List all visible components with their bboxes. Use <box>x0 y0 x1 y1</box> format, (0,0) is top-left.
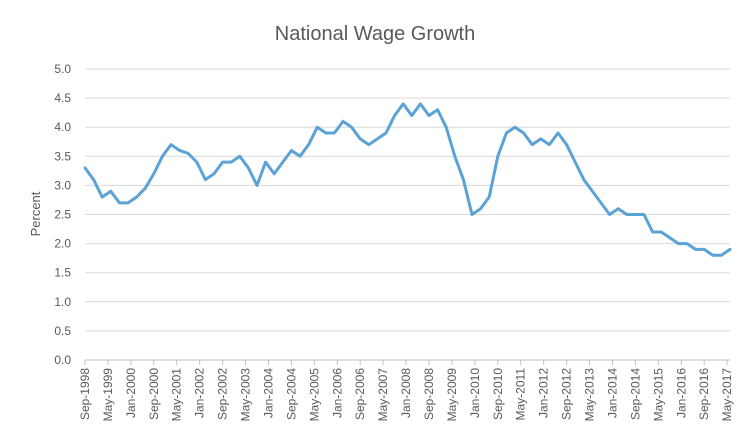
x-tick-label: Sep-2002 <box>216 368 230 420</box>
x-tick-label: May-2013 <box>583 368 597 422</box>
x-tick-label: Sep-2006 <box>353 368 367 420</box>
x-tick-label: Sep-1998 <box>78 368 92 420</box>
y-tick-label: 2.0 <box>54 237 71 251</box>
y-tick-label: 5.0 <box>54 62 71 76</box>
y-tick-label: 0.5 <box>54 324 71 338</box>
line-series <box>83 102 732 257</box>
x-tick-label: Sep-2010 <box>491 368 505 420</box>
y-tick-label: 4.0 <box>54 120 71 134</box>
x-tick-label: Jan-2014 <box>605 368 619 418</box>
x-tick-label: Sep-2008 <box>422 368 436 420</box>
x-tick-label: May-2003 <box>239 368 253 422</box>
x-tick-label: May-2007 <box>376 368 390 422</box>
x-tick-label: Jan-2016 <box>674 368 688 418</box>
x-tick-label: May-2009 <box>445 368 459 422</box>
x-tick-label: May-2005 <box>307 368 321 422</box>
chart-title: National Wage Growth <box>275 23 475 45</box>
x-tick-label: Jan-2002 <box>193 368 207 418</box>
x-tick-label: Sep-2016 <box>697 368 711 420</box>
x-tick-label: May-2011 <box>514 368 528 421</box>
y-tick-label: 0.0 <box>54 353 71 367</box>
x-tick-label: Jan-2000 <box>124 368 138 418</box>
y-tick-label: 4.5 <box>54 91 71 105</box>
y-tick-label: 2.5 <box>54 208 71 222</box>
x-tick-label: May-2015 <box>651 368 665 422</box>
x-tick-label: Jan-2012 <box>537 368 551 418</box>
x-tick-label: Jan-2004 <box>261 368 275 418</box>
x-tick-label: Sep-2004 <box>284 368 298 420</box>
y-tick-label: 1.5 <box>54 266 71 280</box>
y-tick-label: 3.5 <box>54 149 71 163</box>
x-tick-label: May-2001 <box>170 368 184 422</box>
x-tick-label: Jan-2010 <box>468 368 482 418</box>
y-tick-label: 1.0 <box>54 295 71 309</box>
y-axis-label: Percent <box>28 191 43 236</box>
x-tick-label: Jan-2006 <box>330 368 344 418</box>
x-tick-label: Jan-2008 <box>399 368 413 418</box>
x-tick-label: Sep-2014 <box>628 368 642 420</box>
y-tick-label: 3.0 <box>54 178 71 192</box>
x-tick-label: May-1999 <box>101 368 115 422</box>
x-tick-label: Sep-2012 <box>560 368 574 420</box>
x-tick-label: Sep-2000 <box>147 368 161 420</box>
x-tick-label: May-2017 <box>720 368 734 422</box>
